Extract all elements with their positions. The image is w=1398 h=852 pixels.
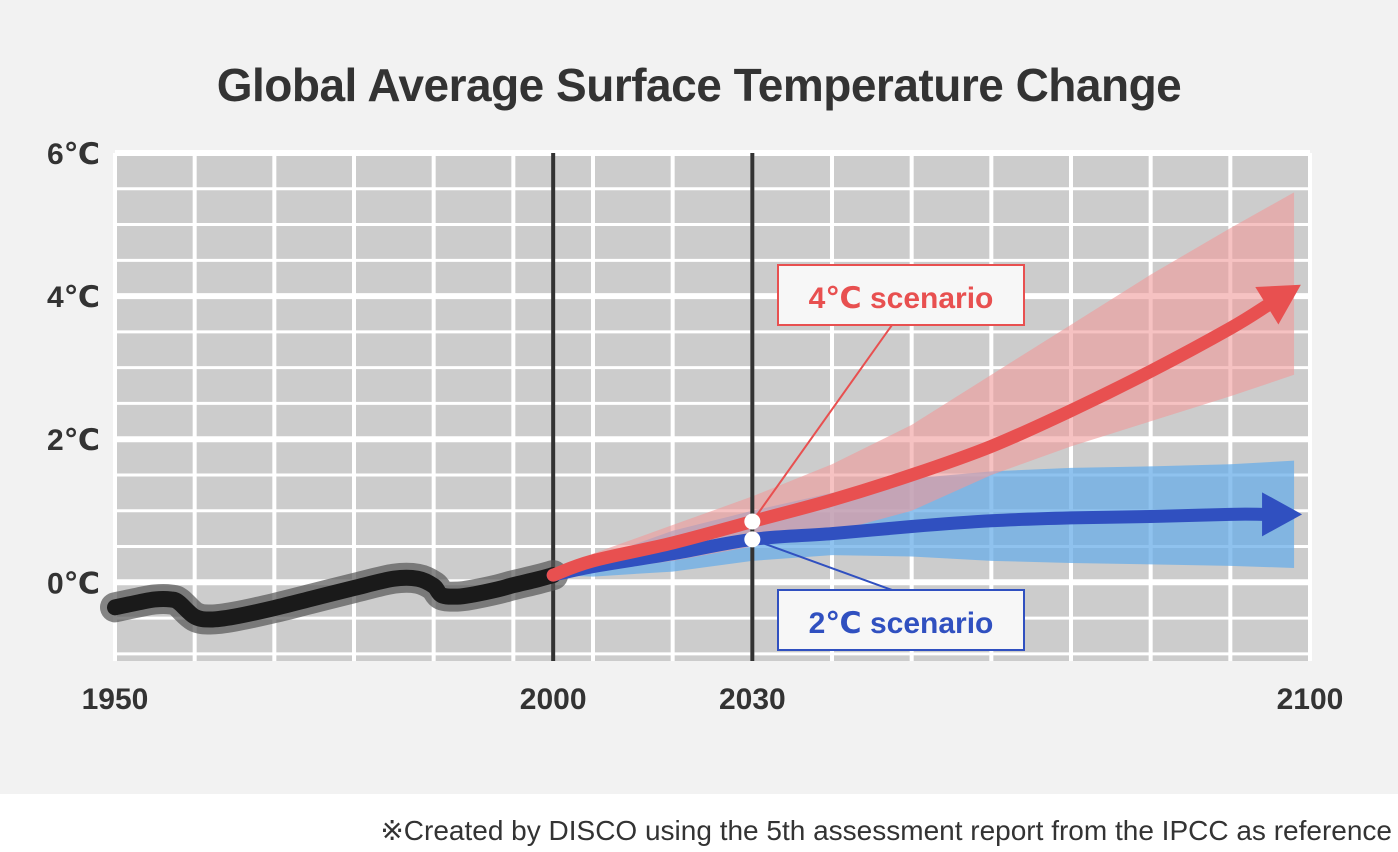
x-tick-label: 2000 <box>520 683 587 716</box>
x-tick-label: 2030 <box>719 683 786 716</box>
series-line-4c-scenario <box>546 299 1274 582</box>
chart-canvas: 4℃ scenario 2℃ scenario 6℃ 4℃ 2℃ 0℃ 1950 2000 2… <box>47 138 1343 716</box>
point-2c-2030 <box>744 531 761 548</box>
band-4c-scenario <box>553 192 1295 576</box>
source-note: ※Created by DISCO using the 5th assessme… <box>380 815 1392 846</box>
series-lines <box>100 284 1303 635</box>
chart-title: Global Average Surface Temperature Chang… <box>216 59 1182 111</box>
callout-box-4c <box>777 264 1025 326</box>
y-tick-label: 2℃ <box>47 424 100 457</box>
series-line-historical <box>107 567 562 628</box>
callout-box-2c <box>777 589 1025 651</box>
series-line-2c-scenario-arrowhead <box>1262 492 1303 537</box>
callout-label-2c: 2℃ scenario <box>809 607 994 640</box>
axis-labels: 6℃ 4℃ 2℃ 0℃ 1950 2000 2030 2100 <box>47 138 1343 716</box>
y-tick-label: 4℃ <box>47 281 100 314</box>
point-4c-2030 <box>744 513 761 530</box>
scenario-callouts: 4℃ scenario 2℃ scenario <box>744 264 1025 651</box>
y-tick-label: 6℃ <box>47 138 100 171</box>
x-tick-label: 1950 <box>82 683 149 716</box>
series-line-4c-scenario-arrowhead <box>1255 284 1301 325</box>
callout-label-4c: 4℃ scenario <box>809 282 994 315</box>
y-tick-label: 0℃ <box>47 567 100 600</box>
callout-leader-2c <box>751 538 893 591</box>
x-tick-label: 2100 <box>1277 683 1344 716</box>
series-line-2c-scenario <box>546 507 1269 582</box>
callout-leader-4c <box>751 324 893 523</box>
